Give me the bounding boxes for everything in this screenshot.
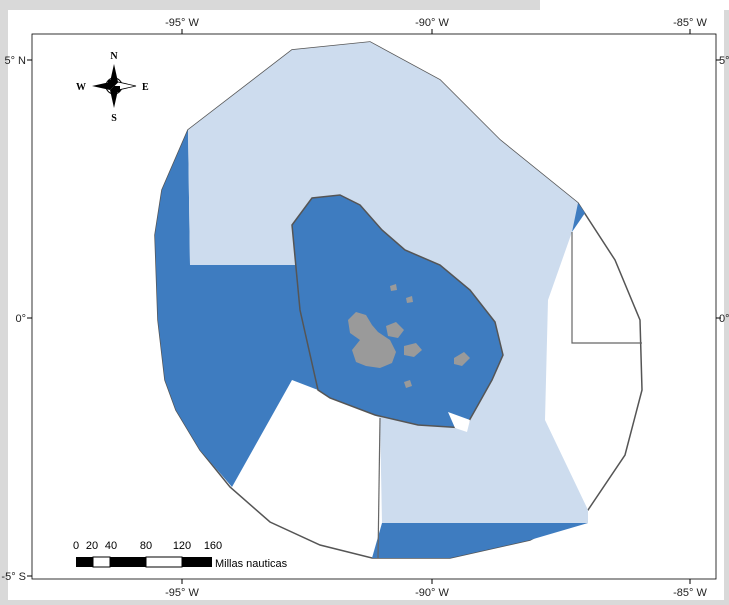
scale-tick-80: 80 bbox=[140, 540, 152, 552]
bottom-label-95w: -95° W bbox=[165, 587, 199, 599]
east-block-outline bbox=[571, 232, 642, 344]
island-marchena bbox=[406, 296, 413, 303]
south-block-outline bbox=[377, 417, 381, 559]
left-label-5n: 5° N bbox=[4, 55, 26, 67]
zone-dark-west bbox=[155, 130, 318, 487]
compass-e: E bbox=[142, 82, 149, 93]
top-label-85w: -85° W bbox=[673, 17, 707, 29]
scale-tick-160: 160 bbox=[204, 540, 222, 552]
scale-tick-0: 0 bbox=[73, 540, 79, 552]
scale-seg-3 bbox=[110, 557, 146, 567]
island-fernandina bbox=[362, 318, 369, 325]
scale-seg-2 bbox=[92, 556, 111, 568]
left-label-0: 0° bbox=[15, 313, 26, 325]
scale-tick-20: 20 bbox=[86, 540, 98, 552]
island-santiago bbox=[386, 322, 404, 338]
island-isabela bbox=[348, 312, 396, 368]
island-pinta bbox=[390, 284, 397, 291]
scale-seg-5 bbox=[182, 557, 212, 567]
top-strip bbox=[540, 0, 729, 10]
scale-seg-4 bbox=[145, 556, 183, 568]
scale-tick-40: 40 bbox=[105, 540, 117, 552]
bottom-label-85w: -85° W bbox=[673, 587, 707, 599]
island-floreana bbox=[404, 380, 412, 388]
island-santa-cruz bbox=[404, 343, 422, 357]
bottom-label-90w: -90° W bbox=[415, 587, 449, 599]
central-reserve-gap bbox=[448, 412, 470, 432]
compass-rose: N S E W bbox=[76, 51, 149, 124]
left-label-5s: -5° S bbox=[1, 571, 26, 583]
galapagos-islands bbox=[348, 284, 470, 388]
island-san-cristobal bbox=[454, 352, 470, 366]
compass-w: W bbox=[76, 82, 86, 93]
zone-dark-south bbox=[372, 523, 588, 558]
scale-seg-1 bbox=[76, 557, 93, 567]
top-label-95w: -95° W bbox=[165, 17, 199, 29]
right-label-5: 5° bbox=[719, 55, 729, 67]
top-label-90w: -90° W bbox=[415, 17, 449, 29]
compass-s: S bbox=[111, 113, 117, 124]
scale-unit-label: Millas nauticas bbox=[215, 558, 288, 570]
central-reserve bbox=[291, 194, 504, 429]
scale-tick-120: 120 bbox=[173, 540, 191, 552]
axis-ticks bbox=[27, 29, 721, 584]
scale-bar: 0 20 40 80 120 160 Millas nauticas bbox=[73, 540, 288, 570]
compass-n: N bbox=[110, 51, 118, 62]
right-label-0: 0° bbox=[719, 313, 729, 325]
